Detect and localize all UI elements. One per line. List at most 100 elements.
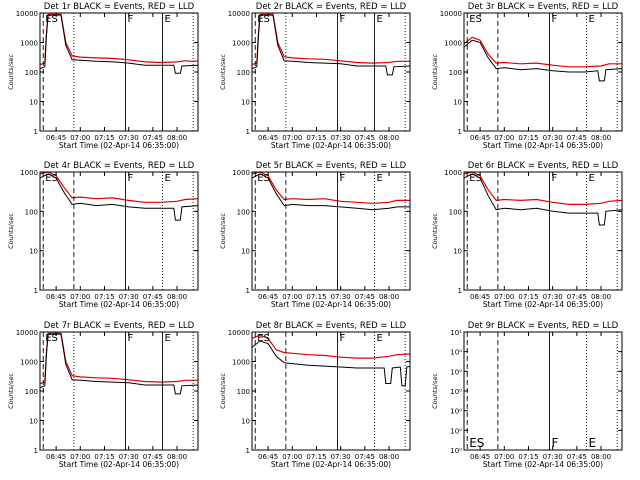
- series-group: [40, 13, 198, 74]
- plot-frame: [251, 171, 411, 291]
- y-tick-label: 100: [237, 69, 250, 77]
- x-tick-label: 07:00: [70, 453, 90, 461]
- x-axis-label: Start Time (02-Apr-14 06:35:00): [59, 460, 179, 469]
- y-tick-label: 10⁰: [450, 349, 462, 357]
- y-tick-label: 1000: [444, 169, 462, 177]
- series-events-line: [40, 173, 198, 221]
- y-tick-label: 1: [34, 287, 38, 295]
- marker-label: ES: [257, 14, 270, 25]
- chart-panel-2: Det 2r BLACK = Events, RED = LLD ES F E 1 10 1…: [219, 2, 411, 150]
- marker-label: ES: [469, 436, 484, 450]
- y-tick-label: 10000: [440, 10, 462, 18]
- x-tick-label: 07:30: [331, 293, 351, 301]
- y-tick-label: 10000: [16, 329, 38, 337]
- x-tick-label: 07:15: [94, 453, 114, 461]
- y-tick-label: 10: [29, 248, 38, 256]
- chart-title: Det 5r BLACK = Events, RED = LLD: [256, 161, 407, 171]
- x-tick-label: 07:45: [567, 134, 587, 142]
- x-tick-label: 08:00: [591, 453, 611, 461]
- marker-label: E: [589, 173, 595, 184]
- x-tick-label: 07:00: [494, 293, 514, 301]
- marker-label: F: [339, 333, 345, 344]
- y-tick-label: 1000: [232, 359, 250, 367]
- y-tick-label: 10: [241, 418, 250, 426]
- chart-panel-1: Det 1r BLACK = Events, RED = LLD ES F E 1 10 1…: [7, 2, 199, 150]
- chart-title: Det 4r BLACK = Events, RED = LLD: [44, 161, 195, 171]
- x-tick-label: 07:15: [518, 293, 538, 301]
- y-axis-label: Counts/sec: [7, 54, 15, 90]
- series-lld-line: [464, 36, 622, 68]
- x-tick-label: 06:45: [470, 293, 490, 301]
- x-axis-label: Start Time (02-Apr-14 06:35:00): [483, 460, 603, 469]
- x-tick-label: 07:30: [119, 134, 139, 142]
- marker-label: E: [377, 173, 383, 184]
- chart-title: Det 6r BLACK = Events, RED = LLD: [468, 161, 619, 171]
- series-lld-line: [464, 172, 622, 205]
- x-tick-label: 08:00: [167, 293, 187, 301]
- series-lld-line: [40, 172, 198, 203]
- y-tick-label: 100: [25, 388, 38, 396]
- y-tick-label: 100: [237, 388, 250, 396]
- y-tick-label: 100: [25, 69, 38, 77]
- y-tick-label: 1: [246, 447, 250, 455]
- chart-panel-4: Det 4r BLACK = Events, RED = LLD ES F E 1 10 1…: [7, 161, 199, 309]
- series-lld-line: [40, 332, 198, 385]
- y-tick-label: 10¹: [450, 329, 462, 337]
- y-tick-label: 1: [34, 447, 38, 455]
- y-tick-label: 10: [241, 248, 250, 256]
- chart-panel-8: Det 8r BLACK = Events, RED = LLD ES F E 1 10 1…: [219, 321, 411, 469]
- series-lld-line: [252, 334, 410, 359]
- chart-title: Det 9r BLACK = Events, RED = LLD: [468, 321, 619, 331]
- series-group: [252, 334, 410, 387]
- marker-label: F: [127, 173, 133, 184]
- x-tick-label: 07:30: [543, 293, 563, 301]
- y-tick-label: 10: [453, 248, 462, 256]
- y-tick-label: 1000: [20, 359, 38, 367]
- marker-label: E: [589, 14, 595, 25]
- y-tick-label: 10⁰: [450, 368, 462, 376]
- x-tick-label: 07:45: [143, 453, 163, 461]
- y-tick-label: 1000: [20, 169, 38, 177]
- series-events-line: [252, 340, 410, 387]
- x-tick-label: 06:45: [258, 134, 278, 142]
- x-axis-label: Start Time (02-Apr-14 06:35:00): [483, 300, 603, 309]
- y-tick-label: 1000: [444, 40, 462, 48]
- x-tick-label: 07:30: [119, 293, 139, 301]
- marker-label: ES: [45, 14, 58, 25]
- y-tick-label: 10⁰: [450, 427, 462, 435]
- x-tick-label: 06:45: [258, 293, 278, 301]
- x-tick-label: 07:30: [331, 453, 351, 461]
- y-axis-label: Counts/sec: [431, 213, 439, 249]
- x-tick-label: 08:00: [167, 453, 187, 461]
- x-axis-label: Start Time (02-Apr-14 06:35:00): [271, 300, 391, 309]
- chart-panel-6: Det 6r BLACK = Events, RED = LLD ES F E 1 10 1…: [431, 161, 623, 309]
- chart-title: Det 8r BLACK = Events, RED = LLD: [256, 321, 407, 331]
- series-events-line: [252, 173, 410, 211]
- x-tick-label: 07:00: [494, 453, 514, 461]
- y-axis-label: Counts/sec: [219, 213, 227, 249]
- y-tick-label: 10000: [228, 329, 250, 337]
- marker-label: E: [165, 333, 171, 344]
- x-tick-label: 07:00: [282, 453, 302, 461]
- x-tick-label: 07:30: [331, 134, 351, 142]
- series-group: [252, 172, 410, 211]
- x-tick-label: 07:15: [306, 134, 326, 142]
- series-lld-line: [252, 13, 410, 66]
- x-tick-label: 07:00: [70, 134, 90, 142]
- y-tick-label: 100: [449, 69, 462, 77]
- marker-label: F: [339, 173, 345, 184]
- x-tick-label: 07:15: [518, 134, 538, 142]
- x-tick-label: 07:45: [567, 453, 587, 461]
- x-axis-label: Start Time (02-Apr-14 06:35:00): [271, 460, 391, 469]
- marker-label: ES: [45, 333, 58, 344]
- y-tick-label: 100: [25, 208, 38, 216]
- marker-label: ES: [469, 14, 482, 25]
- series-events-line: [252, 14, 410, 76]
- x-axis-label: Start Time (02-Apr-14 06:35:00): [271, 141, 391, 150]
- marker-label: E: [589, 436, 597, 450]
- series-group: [464, 172, 622, 226]
- y-tick-label: 10: [29, 418, 38, 426]
- y-tick-label: 10⁰: [450, 408, 462, 416]
- x-tick-label: 07:45: [143, 293, 163, 301]
